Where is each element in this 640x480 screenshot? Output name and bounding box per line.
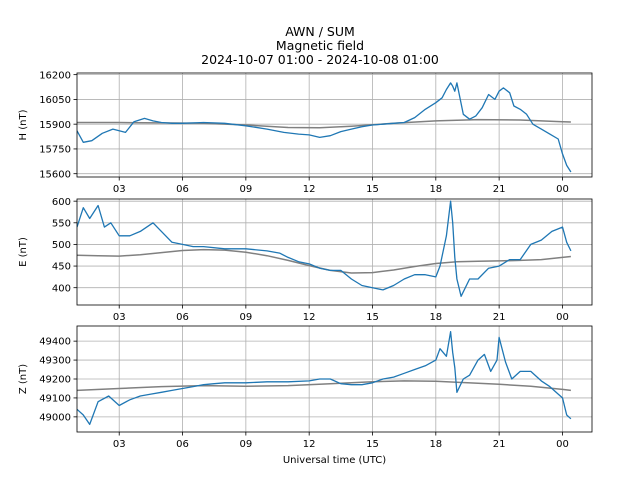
x-tick-label: 03 bbox=[113, 439, 126, 450]
y-tick-label: 500 bbox=[52, 240, 71, 251]
series-line-measured bbox=[77, 82, 572, 173]
x-tick-label: 18 bbox=[429, 184, 442, 195]
x-tick-label: 12 bbox=[303, 312, 316, 323]
x-tick-label: 21 bbox=[493, 439, 506, 450]
chart-title-time-range: 2024-10-07 01:00 - 2024-10-08 01:00 bbox=[201, 52, 439, 67]
x-tick-label: 21 bbox=[493, 312, 506, 323]
y-axis-label: Z (nT) bbox=[18, 364, 29, 394]
panel-e: 03 06 09 12 15 18 21 00 400 450 500 550 600 E (nT) bbox=[18, 197, 593, 323]
y-tick-label: 450 bbox=[52, 262, 71, 273]
y-tick-label: 16200 bbox=[39, 70, 71, 81]
x-tick-label: 21 bbox=[493, 184, 506, 195]
series-line-model bbox=[77, 380, 571, 392]
x-tick-label: 00 bbox=[556, 439, 569, 450]
x-tick-label: 15 bbox=[366, 439, 379, 450]
y-tick-label: 16050 bbox=[39, 95, 71, 106]
y-axis-label: H (nT) bbox=[18, 109, 29, 140]
x-tick-label: 06 bbox=[176, 312, 189, 323]
y-tick-label: 49000 bbox=[39, 412, 71, 423]
x-tick-label: 00 bbox=[556, 184, 569, 195]
x-tick-label: 03 bbox=[113, 184, 126, 195]
y-tick-label: 600 bbox=[52, 197, 71, 208]
y-tick-label: 400 bbox=[52, 283, 71, 294]
y-tick-label: 15900 bbox=[39, 120, 71, 131]
x-tick-label: 12 bbox=[303, 184, 316, 195]
x-tick-label: 18 bbox=[429, 312, 442, 323]
axes-frame bbox=[76, 72, 593, 178]
x-tick-label: 09 bbox=[239, 312, 252, 323]
x-tick-label: 06 bbox=[176, 439, 189, 450]
y-tick-label: 15600 bbox=[39, 169, 71, 180]
axes-frame bbox=[76, 198, 593, 306]
y-tick-label: 49200 bbox=[39, 375, 71, 386]
x-tick-label: 18 bbox=[429, 439, 442, 450]
x-tick-label: 06 bbox=[176, 184, 189, 195]
y-tick-label: 15750 bbox=[39, 145, 71, 156]
series-line-measured bbox=[77, 200, 572, 297]
panel-z: 03 06 09 12 15 18 21 00 49000 49100 49200 49300 4940… bbox=[18, 325, 593, 466]
x-tick-label: 03 bbox=[113, 312, 126, 323]
chart-title-quantity: Magnetic field bbox=[275, 38, 365, 53]
x-tick-label: 09 bbox=[239, 439, 252, 450]
series-line-measured bbox=[77, 331, 572, 426]
y-tick-label: 49400 bbox=[39, 337, 71, 348]
x-tick-label: 15 bbox=[366, 184, 379, 195]
x-tick-label: 15 bbox=[366, 312, 379, 323]
y-tick-label: 550 bbox=[52, 218, 71, 229]
x-tick-label: 09 bbox=[239, 184, 252, 195]
x-axis-label: Universal time (UTC) bbox=[283, 455, 386, 466]
y-tick-label: 49300 bbox=[39, 356, 71, 367]
y-axis-label: E (nT) bbox=[18, 237, 29, 267]
y-tick-label: 49100 bbox=[39, 394, 71, 405]
chart-title-station: AWN / SUM bbox=[285, 24, 355, 39]
x-tick-label: 12 bbox=[303, 439, 316, 450]
x-tick-label: 00 bbox=[556, 312, 569, 323]
panel-h: 03 06 09 12 15 18 21 00 15600 15750 15900 16050 1620… bbox=[18, 70, 593, 195]
